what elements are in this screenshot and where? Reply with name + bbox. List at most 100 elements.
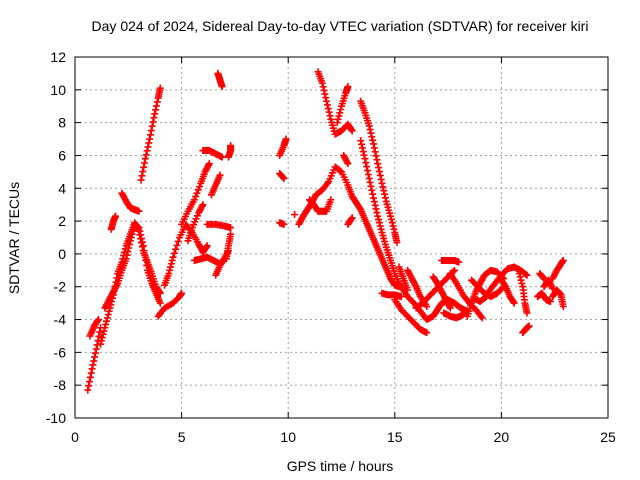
data-point: [366, 178, 374, 186]
chart-title: Day 024 of 2024, Sidereal Day-to-day VTE…: [92, 18, 589, 34]
data-point: [136, 227, 144, 235]
series-arc-2: [86, 316, 102, 340]
series-arc-34: [395, 263, 412, 294]
series-arc-32: [378, 289, 405, 301]
data-point: [86, 373, 94, 381]
data-point: [227, 224, 235, 232]
data-point: [94, 316, 102, 324]
data-point: [141, 252, 149, 260]
data-point: [168, 256, 176, 264]
series-arc-23: [291, 211, 299, 219]
data-point: [123, 251, 131, 259]
data-point: [167, 260, 175, 268]
data-point: [446, 304, 454, 312]
data-point: [149, 118, 157, 126]
series-arc-13: [199, 147, 226, 161]
data-point: [103, 317, 111, 325]
series-arc-44: [485, 263, 531, 296]
data-point: [517, 276, 525, 284]
data-point: [152, 106, 160, 114]
data-point: [100, 327, 108, 335]
data-point: [380, 187, 388, 195]
data-point: [387, 212, 395, 220]
series-arc-6: [118, 189, 143, 215]
data-point: [124, 248, 132, 256]
data-point: [99, 330, 107, 338]
data-point: [173, 241, 181, 249]
y-tick-label: -8: [54, 377, 67, 393]
data-point: [174, 237, 182, 245]
data-point: [377, 175, 385, 183]
data-point: [375, 164, 383, 172]
data-point: [336, 167, 344, 175]
data-point: [523, 309, 531, 317]
data-point: [482, 293, 490, 301]
data-point: [319, 83, 327, 91]
data-point: [156, 84, 164, 92]
data-point: [98, 334, 106, 342]
data-point: [388, 219, 396, 227]
data-point: [85, 378, 93, 386]
data-point: [95, 332, 103, 340]
series-arc-51: [549, 256, 567, 283]
data-point: [372, 152, 380, 160]
data-point: [94, 317, 102, 325]
data-point: [138, 234, 146, 242]
plot-frame: [74, 56, 609, 419]
data-point: [381, 190, 389, 198]
data-point: [539, 274, 547, 282]
y-tick-label: 2: [58, 213, 66, 229]
data-point: [367, 129, 375, 137]
series-arc-14: [203, 220, 235, 232]
data-point: [347, 215, 355, 223]
data-point: [516, 273, 524, 281]
data-point: [104, 311, 112, 319]
data-point: [144, 143, 152, 151]
data-point: [378, 179, 386, 187]
data-point: [423, 329, 431, 337]
data-point: [318, 79, 326, 87]
series-arc-17: [214, 69, 226, 91]
data-point: [190, 196, 198, 204]
data-point: [218, 83, 226, 91]
data-point: [344, 83, 352, 91]
y-tick-label: 0: [58, 246, 66, 262]
data-point: [146, 135, 154, 143]
data-point: [141, 155, 149, 163]
data-point: [280, 174, 288, 182]
data-point: [145, 139, 153, 147]
series-arc-24: [295, 163, 403, 291]
data-point: [365, 174, 373, 182]
series-arc-18: [222, 230, 235, 263]
data-point: [151, 110, 159, 118]
data-point: [112, 212, 120, 220]
data-point: [376, 171, 384, 179]
data-point: [192, 192, 200, 200]
data-point: [203, 242, 211, 250]
data-point: [199, 201, 207, 209]
data-point: [362, 159, 370, 167]
data-point: [371, 148, 379, 156]
data-point: [369, 140, 377, 148]
data-point: [363, 163, 371, 171]
data-point: [336, 109, 344, 117]
data-point: [122, 255, 130, 263]
data-point: [525, 322, 533, 330]
series-arc-50: [540, 276, 557, 292]
data-point: [169, 253, 177, 261]
series-arc-20: [276, 135, 290, 159]
data-point: [522, 270, 530, 278]
data-point: [546, 297, 554, 305]
data-point: [370, 198, 378, 206]
data-point: [348, 127, 356, 135]
series-arc-26: [314, 68, 356, 138]
data-point: [92, 345, 100, 353]
data-point: [127, 234, 135, 241]
data-point: [166, 266, 174, 274]
data-point: [227, 230, 235, 238]
data-point: [322, 94, 330, 102]
data-point: [147, 127, 155, 135]
data-point: [320, 86, 328, 94]
x-axis-label: GPS time / hours: [287, 458, 394, 474]
